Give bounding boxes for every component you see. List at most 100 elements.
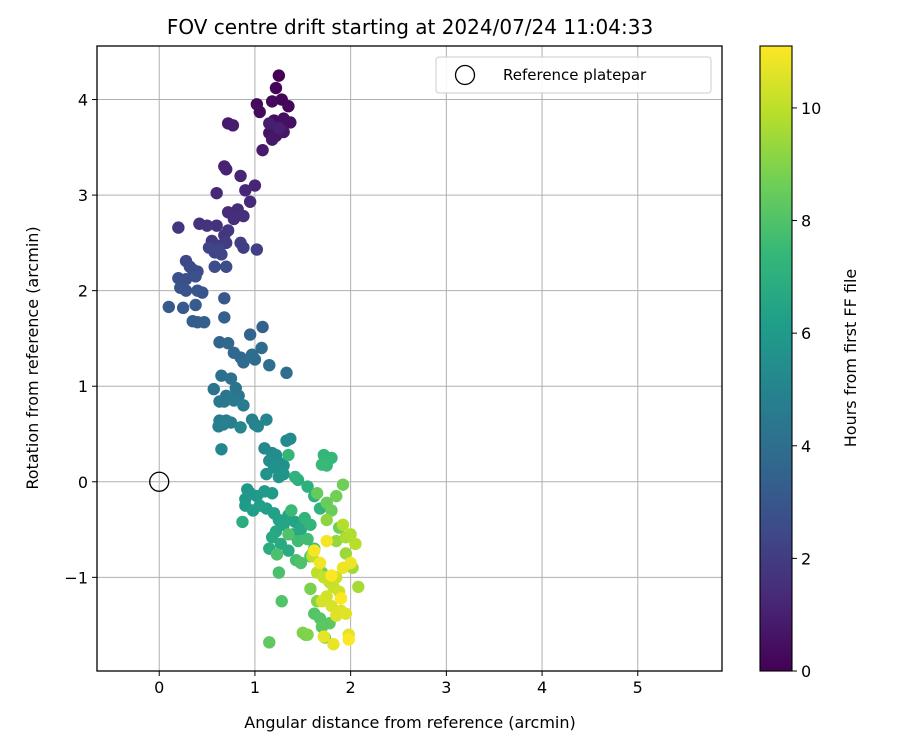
data-point — [220, 260, 233, 273]
plot-frame — [96, 45, 723, 672]
reference-platepar-marker — [149, 471, 170, 492]
data-point — [236, 515, 249, 529]
data-point — [301, 480, 314, 493]
data-point — [282, 544, 295, 557]
data-point — [243, 195, 257, 208]
data-point — [237, 241, 250, 254]
data-point — [256, 143, 269, 157]
plot-background — [97, 46, 722, 671]
data-point — [255, 341, 268, 355]
data-point — [304, 582, 317, 596]
data-point — [301, 532, 314, 546]
data-point — [272, 121, 286, 135]
data-point — [291, 534, 305, 548]
data-point — [215, 248, 228, 261]
data-point — [191, 284, 204, 297]
y-tick-label: 0 — [78, 473, 88, 492]
data-point — [327, 638, 340, 651]
data-point — [234, 169, 247, 183]
x-tick-label: 4 — [537, 678, 547, 697]
colorbar-fill — [760, 46, 792, 671]
data-point — [352, 580, 365, 594]
data-point — [227, 394, 241, 407]
data-point — [265, 487, 279, 500]
data-point — [315, 595, 329, 608]
legend-label-reference-platepar: Reference platepar — [503, 66, 647, 84]
data-point — [265, 95, 279, 108]
data-point — [288, 470, 302, 484]
data-point — [200, 219, 214, 232]
data-point — [344, 528, 357, 541]
data-point — [308, 544, 321, 557]
data-points — [162, 69, 365, 651]
x-tick-label: 5 — [633, 678, 643, 697]
colorbar-frame — [759, 45, 793, 672]
data-point — [218, 292, 231, 305]
data-point — [275, 595, 288, 608]
colorbar-tick-label: 4 — [801, 437, 811, 456]
y-tick-label: −1 — [64, 568, 88, 587]
colorbar-label: Hours from first FF file — [841, 269, 860, 448]
data-point — [280, 366, 293, 380]
data-point — [176, 301, 190, 315]
data-point — [207, 382, 220, 396]
plot-area: 0 1 2 3 4 5 −1 0 1 2 3 4 — [64, 45, 723, 697]
colorbar-tick-label: 10 — [801, 99, 821, 118]
x-axis-label: Angular distance from reference (arcmin) — [244, 713, 575, 732]
data-point — [272, 566, 286, 579]
data-point — [310, 487, 324, 500]
data-point — [234, 421, 247, 434]
data-point — [265, 531, 279, 544]
data-point — [239, 184, 252, 197]
data-point — [189, 270, 202, 283]
data-point — [342, 633, 355, 646]
data-point — [294, 556, 308, 570]
chart-title: FOV centre drift starting at 2024/07/24 … — [167, 15, 653, 39]
data-point — [221, 224, 235, 237]
data-point — [317, 630, 331, 643]
data-point — [237, 399, 250, 412]
data-point — [197, 315, 211, 329]
x-tick-label: 1 — [250, 678, 260, 697]
data-point — [248, 179, 262, 192]
x-tick-label: 0 — [154, 678, 164, 697]
data-point — [272, 69, 286, 82]
data-point — [336, 478, 350, 491]
data-point — [243, 328, 257, 341]
legend-box — [435, 56, 712, 94]
data-point — [218, 311, 231, 324]
data-point — [260, 413, 273, 426]
x-tick-label: 3 — [441, 678, 451, 697]
data-point — [304, 518, 317, 531]
data-point — [237, 356, 250, 369]
colorbar-tick-label: 6 — [801, 324, 811, 343]
data-point — [265, 133, 279, 146]
data-point — [202, 241, 216, 254]
data-point — [263, 358, 276, 372]
data-point — [210, 219, 223, 232]
data-point — [330, 609, 343, 622]
data-point — [215, 443, 228, 456]
colorbar: 0 2 4 6 8 10 Hours from first FF file — [759, 45, 860, 681]
data-point — [179, 284, 193, 297]
data-point — [256, 320, 269, 334]
data-point — [217, 418, 230, 431]
data-point — [277, 467, 290, 481]
legend-reference-marker — [454, 64, 476, 86]
colorbar-tick-label: 0 — [801, 662, 811, 681]
data-point — [215, 369, 228, 382]
data-point — [172, 221, 185, 234]
data-point — [315, 458, 329, 471]
data-point — [224, 372, 238, 385]
data-point — [313, 556, 327, 570]
data-point — [220, 163, 233, 176]
data-point — [245, 348, 259, 361]
data-point — [349, 537, 362, 551]
data-point — [221, 337, 235, 350]
data-point — [282, 528, 295, 541]
data-point — [251, 420, 264, 433]
data-point — [253, 105, 266, 119]
data-point — [325, 599, 338, 613]
x-tick-label: 2 — [346, 678, 356, 697]
